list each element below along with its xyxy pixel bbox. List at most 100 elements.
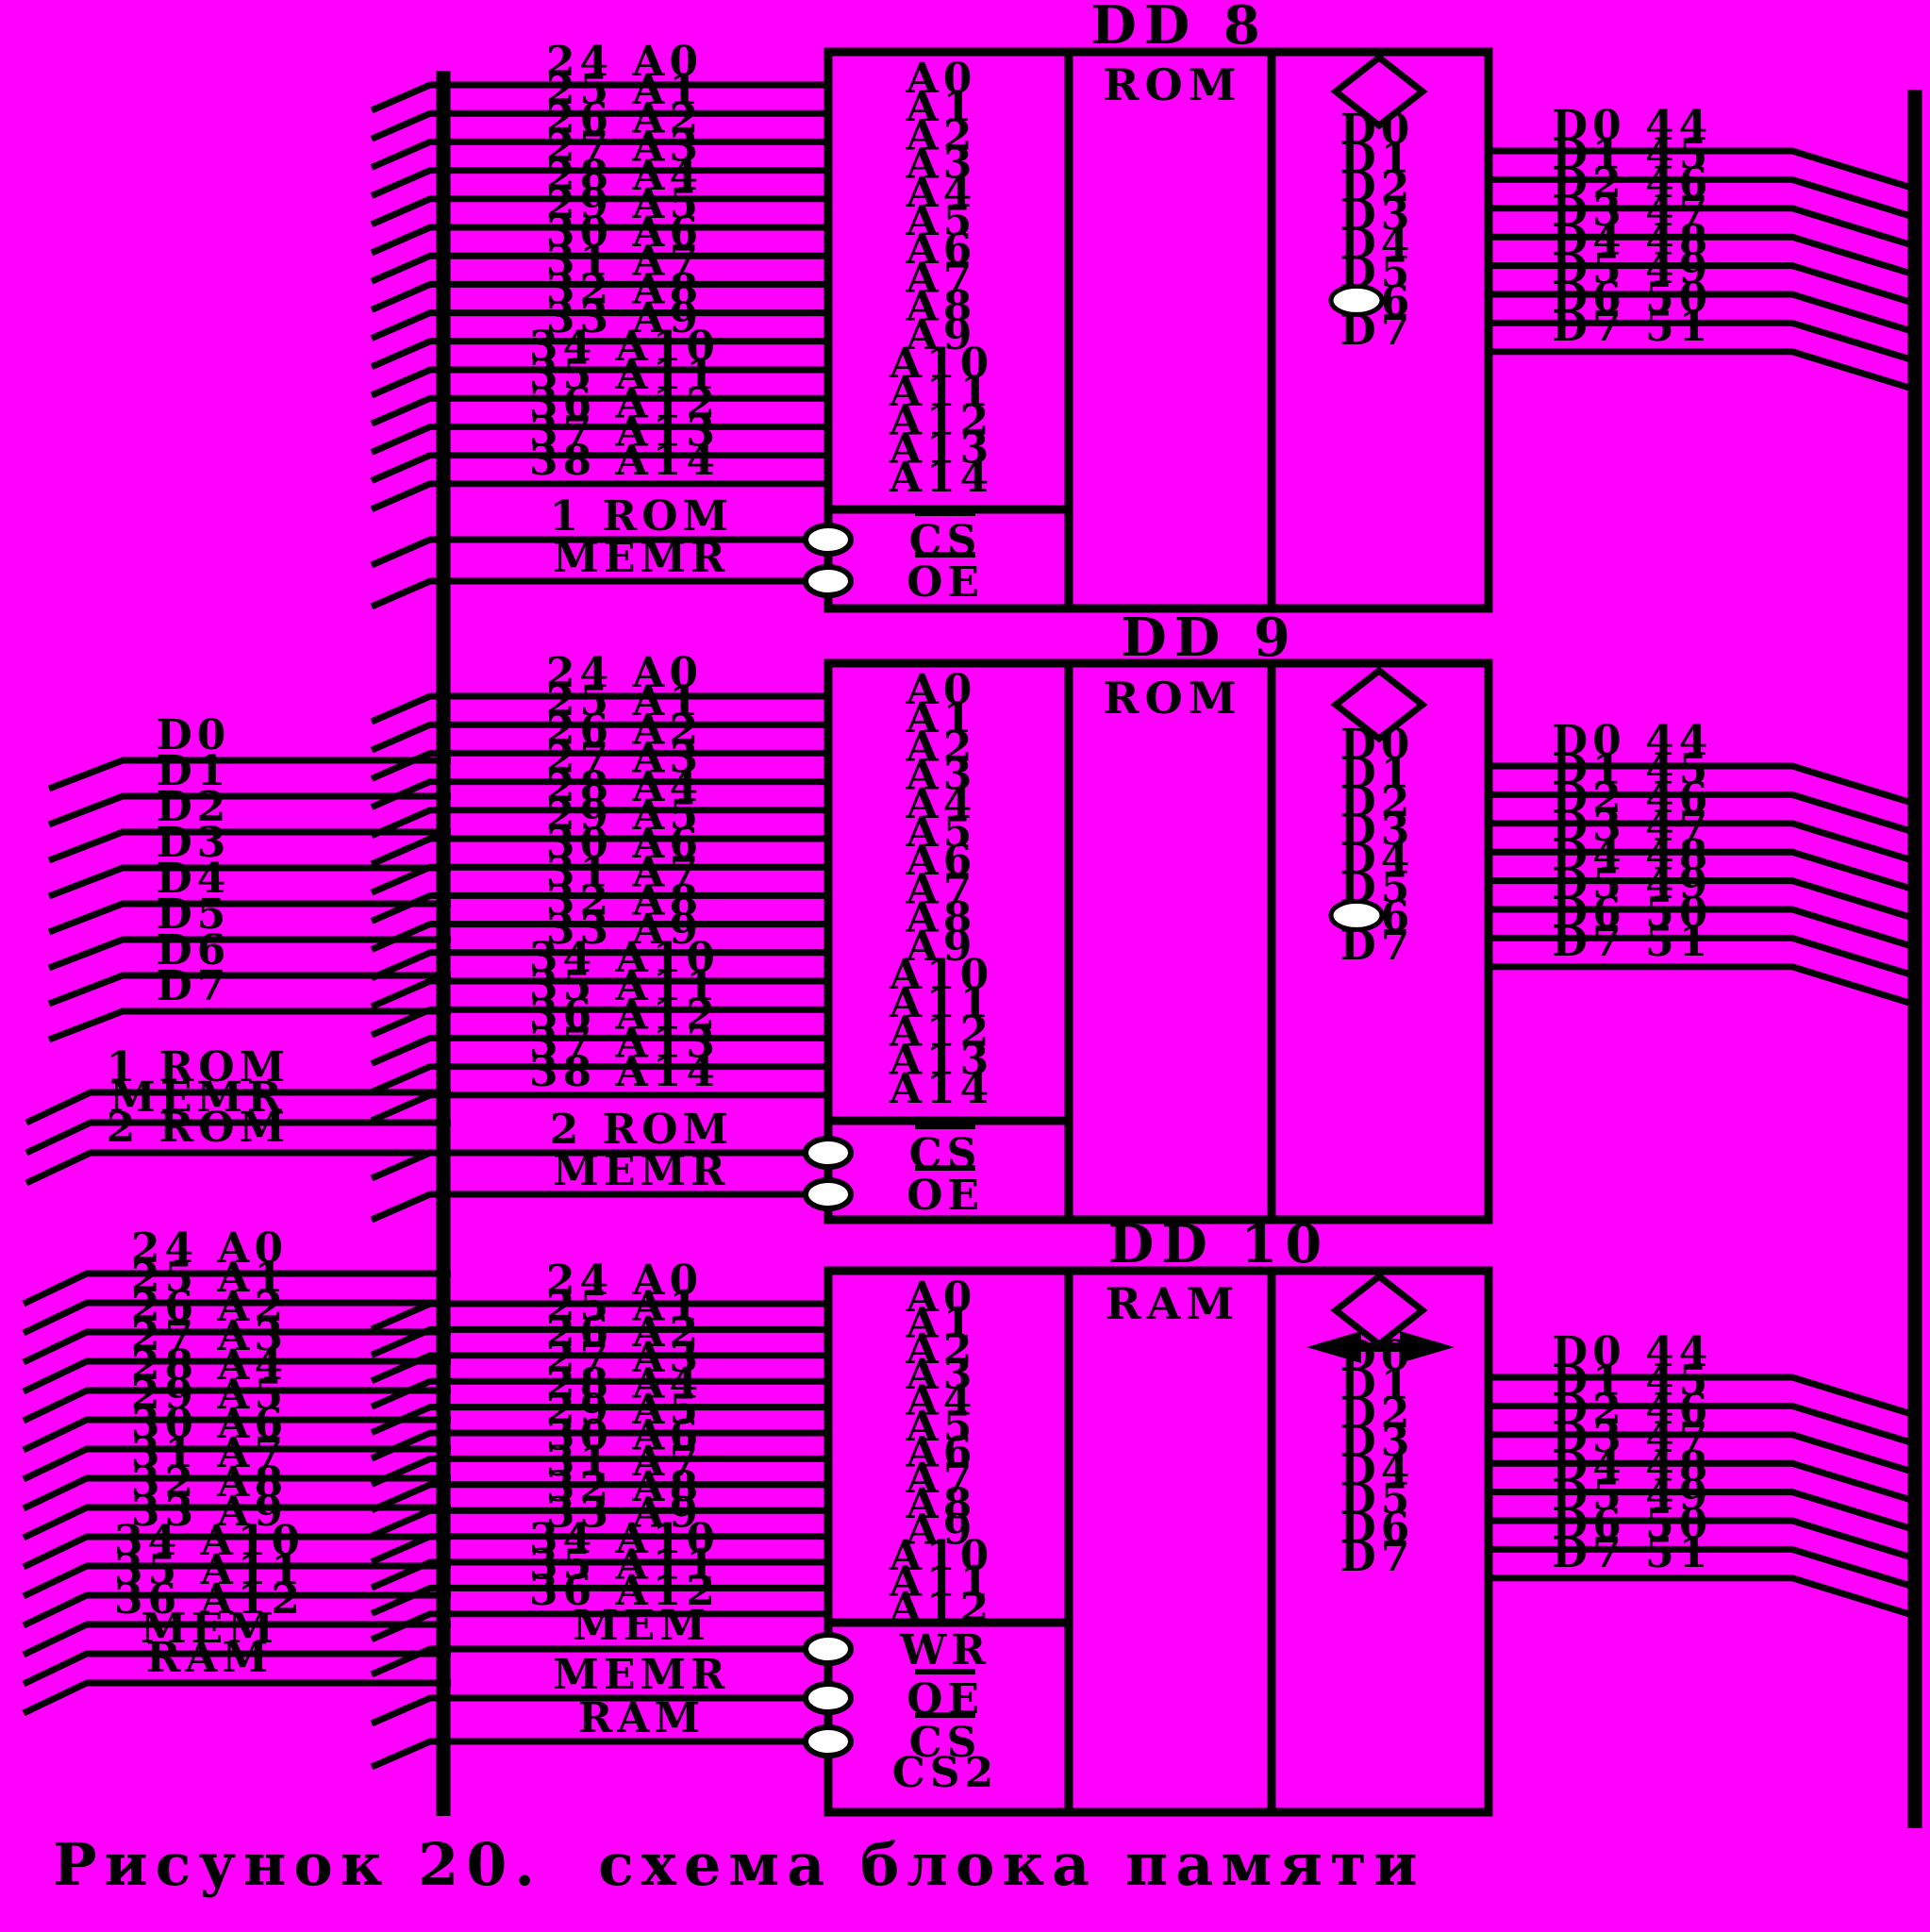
address-bus-feed-label: MEM	[141, 1605, 278, 1653]
dd9-inversion-bubble-cs	[803, 1136, 854, 1170]
data-bus-feed-wire	[47, 936, 451, 972]
dd10-address-wire	[370, 1377, 828, 1410]
dd8-data-bus-label: D5 49	[1552, 245, 1712, 293]
data-bus-feed-wire	[47, 1008, 451, 1043]
dd9-control-bus-label: MEMR	[553, 1147, 730, 1195]
dd8-pin-d4: D4	[1340, 221, 1415, 269]
address-bus-feed-label: 26 A2	[131, 1283, 288, 1331]
dd10-control-bus-label: RAM	[578, 1694, 705, 1742]
dd8-address-bus-label: 33 A9	[546, 294, 703, 342]
address-bus-feed-wire	[22, 1299, 451, 1337]
rom-select-feed-label: 1 ROM	[107, 1043, 291, 1091]
dd8-address-wire	[370, 195, 828, 228]
dd10-pin-cs: CS	[909, 1719, 982, 1767]
dd8-data-wire	[1489, 175, 1917, 221]
dd10-data-bus-label: D7 51	[1552, 1529, 1712, 1577]
dd8-address-wire	[370, 452, 828, 484]
address-bus-feed-label: 27 A3	[131, 1312, 288, 1360]
dd10-address-bus-label: 28 A4	[546, 1360, 703, 1408]
dd9-address-bus-label: 30 A6	[546, 820, 703, 868]
dd8-pin-a1: A1	[906, 83, 977, 131]
dd9-control-wire	[370, 1191, 804, 1224]
dd8-data-bus-label: D4 48	[1552, 217, 1712, 265]
dd9-address-bus-label: 24 A0	[546, 649, 703, 697]
dd9-control-bus-label: 2 ROM	[550, 1106, 734, 1154]
dd10-pin-d5: D5	[1340, 1475, 1415, 1524]
dd10-pin-a9: A9	[906, 1507, 977, 1555]
data-bus-feed-label: D2	[157, 783, 231, 831]
dd8-pin-a10: A10	[889, 340, 993, 388]
dd9-address-bus-label: 36 A12	[529, 991, 720, 1039]
dd10-control-wire	[370, 1694, 804, 1727]
dd9-function-label: ROM	[1103, 673, 1241, 724]
dd10-arrow-right-head-icon	[1400, 1331, 1455, 1363]
dd9-data-bus-label: D5 49	[1552, 860, 1712, 908]
dd8-control-bus-label: MEMR	[553, 534, 730, 582]
address-bus-feed-wire	[22, 1328, 451, 1366]
dd10-data-bus-label: D6 50	[1552, 1500, 1712, 1548]
dd10-title: DD 10	[1108, 1213, 1330, 1275]
dd8-control-wire	[370, 577, 804, 610]
dd8-data-bus-label: D1 45	[1552, 130, 1712, 178]
dd9-address-wire	[370, 778, 828, 810]
dd10-address-bus-label: 24 A0	[546, 1257, 703, 1305]
dd8-pin-a0: A0	[906, 55, 977, 103]
address-bus-feed-label: 34 A10	[114, 1517, 305, 1565]
dd8-pin-d2: D2	[1340, 163, 1415, 211]
dd8-control-wire	[370, 536, 804, 569]
dd10-address-wire	[370, 1455, 828, 1488]
dd9-data-bus-label: D0 44	[1552, 717, 1712, 765]
dd8-address-bus-label: 24 A0	[546, 38, 703, 86]
dd9-address-wire	[370, 921, 828, 953]
address-bus-feed-label: 29 A5	[131, 1371, 288, 1419]
data-bus-feed-wire	[47, 900, 451, 936]
dd9-address-bus-label: 26 A2	[546, 706, 703, 754]
address-bus-feed-label: 28 A4	[131, 1341, 288, 1390]
address-bus-feed-label: 30 A6	[131, 1400, 288, 1448]
dd8-address-wire	[370, 394, 828, 427]
dd10-address-wire	[370, 1429, 828, 1462]
dd9-pin-a14: A14	[889, 1065, 993, 1113]
dd10-address-wire	[370, 1481, 828, 1514]
dd8-data-bus-label: D7 51	[1552, 303, 1712, 351]
dd9-address-wire	[370, 977, 828, 1010]
dd10-data-wire	[1489, 1517, 1917, 1562]
dd8-address-wire	[370, 338, 828, 371]
data-bus-feed-label: D6	[157, 926, 231, 974]
dd10-address-wire	[370, 1404, 828, 1436]
dd8-address-bus-label: 26 A2	[546, 94, 703, 142]
dd8-address-bus-label: 32 A8	[546, 266, 703, 314]
dd8-address-wire	[370, 167, 828, 199]
dd8-address-bus-label: 25 A1	[546, 66, 703, 114]
address-bus-feed-wire	[22, 1621, 451, 1658]
dd9-pin-a3: A3	[906, 752, 977, 800]
dd10-output-symbol-icon	[1330, 1272, 1428, 1349]
dd10-address-bus-label: 36 A12	[529, 1567, 720, 1615]
dd10-pin-a11: A11	[889, 1557, 993, 1606]
dd10-pin-d3: D3	[1340, 1418, 1415, 1466]
dd8-address-bus-label: 36 A12	[529, 379, 720, 427]
dd10-inversion-bubble-cs	[803, 1724, 854, 1758]
dd10-address-bus-label: 27 A3	[546, 1334, 703, 1382]
dd10-pin-d6: D6	[1340, 1504, 1415, 1552]
dd9-data-bus-label: D4 48	[1552, 832, 1712, 880]
address-bus-feed-wire	[22, 1387, 451, 1424]
figure-caption: Рисунок 20. схема блока памяти	[53, 1830, 1425, 1899]
dd9-pin-a8: A8	[906, 894, 977, 942]
dd10-pin-a3: A3	[906, 1351, 977, 1399]
dd10-address-wire	[370, 1325, 828, 1358]
dd9-pin-a13: A13	[889, 1037, 993, 1085]
dd9-data-wire	[1489, 906, 1917, 951]
dd9-data-bus-label: D3 47	[1552, 803, 1712, 851]
address-bus-feed-wire	[22, 1357, 451, 1395]
dd8-pin-a3: A3	[906, 141, 977, 189]
dd9-pin-a12: A12	[889, 1008, 993, 1056]
dd8-address-wire	[370, 366, 828, 399]
dd8-address-bus-label: 30 A6	[546, 208, 703, 257]
dd8-address-bus-label: 31 A7	[546, 237, 703, 285]
dd10-address-bus-label: 25 A1	[546, 1282, 703, 1330]
rom-select-feed-wire	[25, 1089, 451, 1126]
dd8-address-bus-label: 34 A10	[529, 323, 720, 371]
dd8-address-bus-label: 38 A14	[529, 437, 720, 485]
dd8-address-wire	[370, 480, 828, 513]
